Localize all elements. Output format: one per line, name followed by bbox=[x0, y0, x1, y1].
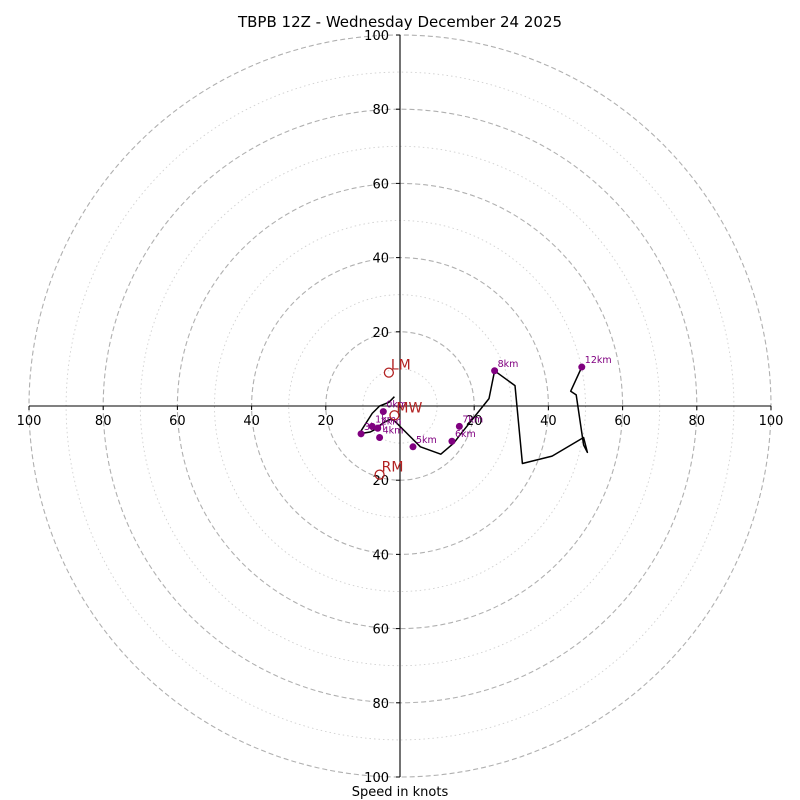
storm-motion-marker bbox=[374, 469, 385, 480]
km-marker-label: 1km bbox=[375, 414, 396, 425]
x-tick-label: 20 bbox=[318, 414, 335, 429]
y-tick-label: 40 bbox=[372, 548, 389, 563]
x-tick-label: 60 bbox=[614, 414, 631, 429]
km-marker-dot bbox=[379, 408, 387, 416]
km-marker-label: 12km bbox=[585, 355, 612, 366]
x-tick-label: 80 bbox=[95, 414, 112, 429]
y-tick-label: 60 bbox=[372, 177, 389, 192]
axes bbox=[29, 35, 771, 777]
y-tick-label: 60 bbox=[372, 623, 389, 638]
x-tick-label: 20 bbox=[466, 414, 483, 429]
km-marker-dot bbox=[448, 437, 456, 445]
km-marker-dot bbox=[491, 367, 499, 375]
x-tick-label: 100 bbox=[17, 414, 42, 429]
y-tick-label: 80 bbox=[372, 103, 389, 118]
storm-motion-label: RM bbox=[382, 460, 404, 476]
km-marker-dot bbox=[578, 363, 586, 371]
km-marker-label: 5km bbox=[416, 435, 437, 446]
x-tick-label: 80 bbox=[689, 414, 706, 429]
x-tick-label: 100 bbox=[759, 414, 784, 429]
storm-motion-label: MW bbox=[396, 400, 422, 416]
y-tick-label: 100 bbox=[364, 771, 389, 786]
km-marker-label: 8km bbox=[498, 359, 519, 370]
km-marker-dot bbox=[368, 422, 376, 430]
km-marker-label: 6km bbox=[455, 429, 476, 440]
km-marker-label: 7km bbox=[462, 414, 483, 425]
km-marker-dot bbox=[374, 424, 382, 432]
storm-motion-markers: LM MW RM bbox=[374, 358, 423, 480]
y-tick-label: 80 bbox=[372, 697, 389, 712]
y-tick-label: 40 bbox=[372, 252, 389, 267]
x-axis-label: Speed in knots bbox=[352, 785, 449, 800]
x-tick-label: 40 bbox=[540, 414, 557, 429]
x-tick-label: 40 bbox=[243, 414, 260, 429]
km-marker-label: 2km bbox=[381, 416, 402, 427]
y-tick-label: 20 bbox=[372, 326, 389, 341]
storm-motion-marker bbox=[383, 367, 395, 378]
axis-ticks: 100 100 100 100 80 80 80 80 60 60 60 60 40 40 40 40 20 20… bbox=[17, 29, 784, 786]
km-marker-label: 0km bbox=[386, 400, 407, 411]
km-marker-label: 4km bbox=[383, 426, 404, 437]
chart-title: TBPB 12Z - Wednesday December 24 2025 bbox=[237, 13, 562, 31]
km-marker-dot bbox=[409, 443, 417, 451]
km-marker-label: 3km bbox=[364, 422, 385, 433]
storm-motion-label: LM bbox=[391, 358, 411, 374]
km-marker-dot bbox=[455, 422, 463, 430]
km-marker-dot bbox=[376, 434, 384, 442]
storm-motion-marker bbox=[389, 410, 400, 421]
km-marker-dot bbox=[357, 430, 365, 438]
y-tick-label: 100 bbox=[364, 29, 389, 44]
x-tick-label: 60 bbox=[169, 414, 186, 429]
